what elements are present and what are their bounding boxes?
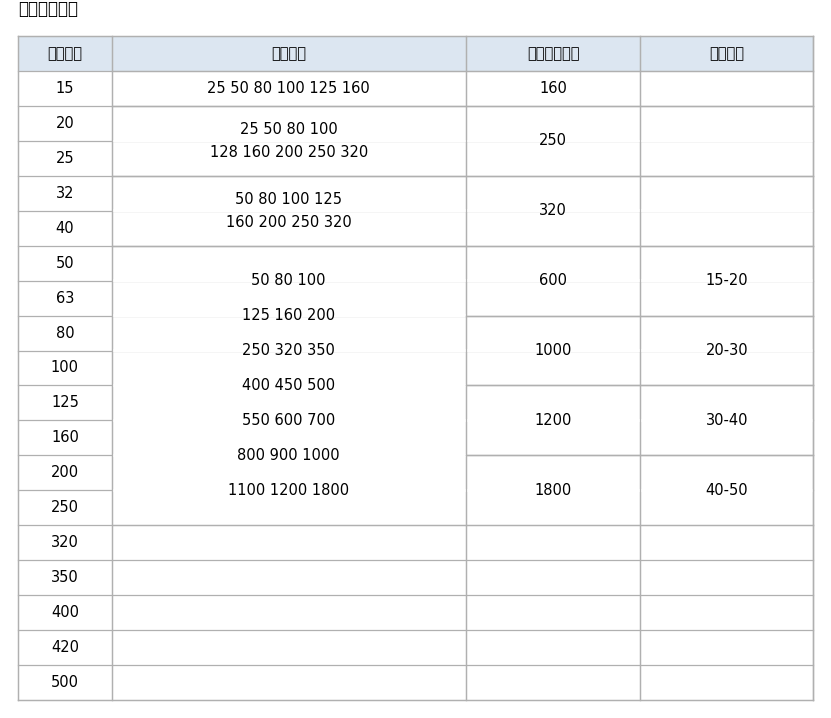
Text: 1100 1200 1800: 1100 1200 1800: [229, 482, 349, 498]
Text: 350: 350: [51, 570, 79, 585]
Text: 160 200 250 320: 160 200 250 320: [226, 215, 352, 230]
Text: 15: 15: [56, 81, 74, 96]
Text: 63: 63: [56, 291, 74, 306]
Text: 1000: 1000: [534, 343, 572, 358]
Text: 420: 420: [51, 640, 79, 655]
Text: 400: 400: [51, 605, 79, 620]
Text: 320: 320: [51, 535, 79, 550]
Text: 160: 160: [539, 81, 567, 96]
Text: 250: 250: [51, 500, 79, 516]
Bar: [465, 419, 813, 421]
Text: 缓冲行程: 缓冲行程: [709, 46, 745, 61]
Text: 30-40: 30-40: [706, 413, 748, 428]
Text: 320: 320: [539, 203, 567, 218]
Text: 标准行程: 标准行程: [271, 46, 306, 61]
Bar: [465, 489, 813, 492]
Text: 800 900 1000: 800 900 1000: [238, 448, 340, 463]
Bar: [465, 279, 813, 282]
Text: 气缸内径: 气缸内径: [47, 46, 82, 61]
Text: 40: 40: [56, 220, 74, 236]
Text: 80: 80: [56, 325, 74, 340]
Text: 20-30: 20-30: [706, 343, 748, 358]
Text: 32: 32: [56, 186, 74, 201]
Bar: [112, 139, 813, 142]
Text: 50: 50: [56, 256, 74, 271]
Text: 25: 25: [56, 151, 74, 166]
Text: 125 160 200: 125 160 200: [242, 308, 335, 323]
Text: 25 50 80 100 125 160: 25 50 80 100 125 160: [207, 81, 370, 96]
Text: 400 450 500: 400 450 500: [242, 378, 335, 393]
Bar: [18, 36, 813, 71]
Text: 20: 20: [56, 116, 74, 131]
Text: 50 80 100: 50 80 100: [252, 273, 326, 288]
Text: 50 80 100 125: 50 80 100 125: [235, 192, 342, 207]
Bar: [112, 384, 465, 387]
Bar: [112, 314, 465, 317]
Text: 600: 600: [539, 273, 567, 288]
Bar: [112, 419, 465, 421]
Text: 最大允许行程: 最大允许行程: [527, 46, 579, 61]
Text: 160: 160: [51, 430, 79, 445]
Text: 500: 500: [51, 675, 79, 690]
Bar: [465, 349, 813, 352]
Text: 40-50: 40-50: [706, 482, 748, 498]
Text: 250: 250: [539, 134, 567, 149]
Text: 550 600 700: 550 600 700: [242, 413, 336, 428]
Text: 100: 100: [51, 360, 79, 376]
Text: 气缸标准行程: 气缸标准行程: [18, 0, 78, 18]
Text: 1800: 1800: [534, 482, 572, 498]
Text: 125: 125: [51, 396, 79, 411]
Text: 200: 200: [51, 465, 79, 480]
Text: 128 160 200 250 320: 128 160 200 250 320: [209, 145, 368, 160]
Bar: [112, 454, 465, 457]
Text: 15-20: 15-20: [706, 273, 748, 288]
Text: 1200: 1200: [534, 413, 572, 428]
Bar: [112, 210, 813, 212]
Text: 25 50 80 100: 25 50 80 100: [240, 121, 337, 136]
Bar: [112, 349, 465, 352]
Text: 250 320 350: 250 320 350: [243, 343, 335, 358]
Bar: [112, 279, 465, 282]
Bar: [112, 489, 465, 492]
